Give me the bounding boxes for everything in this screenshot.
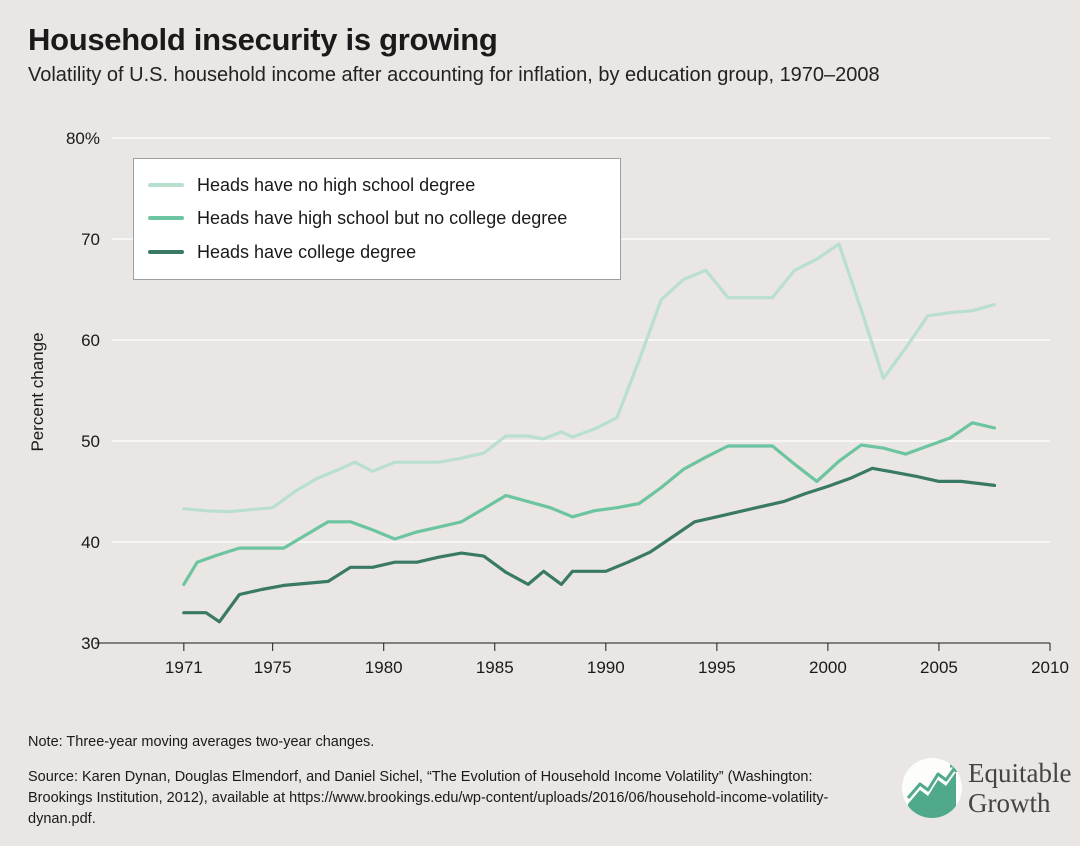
chart-source: Source: Karen Dynan, Douglas Elmendorf, … bbox=[28, 769, 829, 827]
y-tick-label: 30 bbox=[81, 634, 100, 653]
y-tick-label: 80% bbox=[66, 129, 100, 148]
equitable-growth-logo: Equitable Growth bbox=[898, 752, 1078, 824]
x-tick-label: 2005 bbox=[920, 658, 958, 677]
y-axis-label: Percent change bbox=[28, 332, 47, 451]
legend-swatch-high-school bbox=[148, 216, 184, 220]
y-tick-label: 70 bbox=[81, 230, 100, 249]
y-tick-label: 60 bbox=[81, 331, 100, 350]
series-line-0 bbox=[182, 242, 997, 514]
chart-title: Household insecurity is growing bbox=[28, 22, 498, 57]
x-tick-label: 1975 bbox=[254, 658, 292, 677]
y-tick-label: 50 bbox=[81, 432, 100, 451]
series-line-1 bbox=[182, 421, 997, 587]
logo-line-1: Equitable bbox=[968, 758, 1072, 788]
x-tick-label: 1980 bbox=[365, 658, 403, 677]
legend-item-no-high-school: Heads have no high school degree bbox=[148, 173, 475, 197]
legend-item-high-school: Heads have high school but no college de… bbox=[148, 206, 567, 230]
legend-swatch-no-high-school bbox=[148, 183, 184, 187]
x-tick-label: 1985 bbox=[476, 658, 514, 677]
series-lines bbox=[182, 242, 997, 624]
x-tick-label: 2010 bbox=[1031, 658, 1069, 677]
chart-legend: Heads have no high school degree Heads h… bbox=[133, 158, 621, 280]
chart-note: Note: Three-year moving averages two-yea… bbox=[28, 734, 375, 750]
rising-chart-icon bbox=[902, 758, 962, 818]
x-tick-label: 1971 bbox=[165, 658, 203, 677]
y-tick-label: 40 bbox=[81, 533, 100, 552]
legend-swatch-college bbox=[148, 250, 184, 254]
series-line-2 bbox=[182, 466, 997, 624]
legend-label-high-school: Heads have high school but no college de… bbox=[197, 207, 568, 228]
logo-line-2: Growth bbox=[968, 788, 1051, 818]
legend-item-college: Heads have college degree bbox=[148, 240, 416, 264]
x-tick-label: 2000 bbox=[809, 658, 847, 677]
legend-label-college: Heads have college degree bbox=[197, 241, 417, 262]
logo-wordmark: Equitable Growth bbox=[968, 758, 1071, 818]
line-chart: 30 40 50 60 70 80% 1971 1975 1980 1985 1990 1995 200… bbox=[28, 129, 1069, 677]
chart-subtitle: Volatility of U.S. household income afte… bbox=[28, 64, 880, 86]
x-tick-label: 1990 bbox=[587, 658, 625, 677]
x-tick-label: 1995 bbox=[698, 658, 736, 677]
axes: 30 40 50 60 70 80% 1971 1975 1980 1985 1990 1995 200… bbox=[66, 129, 1069, 677]
legend-label-no-high-school: Heads have no high school degree bbox=[197, 174, 476, 195]
